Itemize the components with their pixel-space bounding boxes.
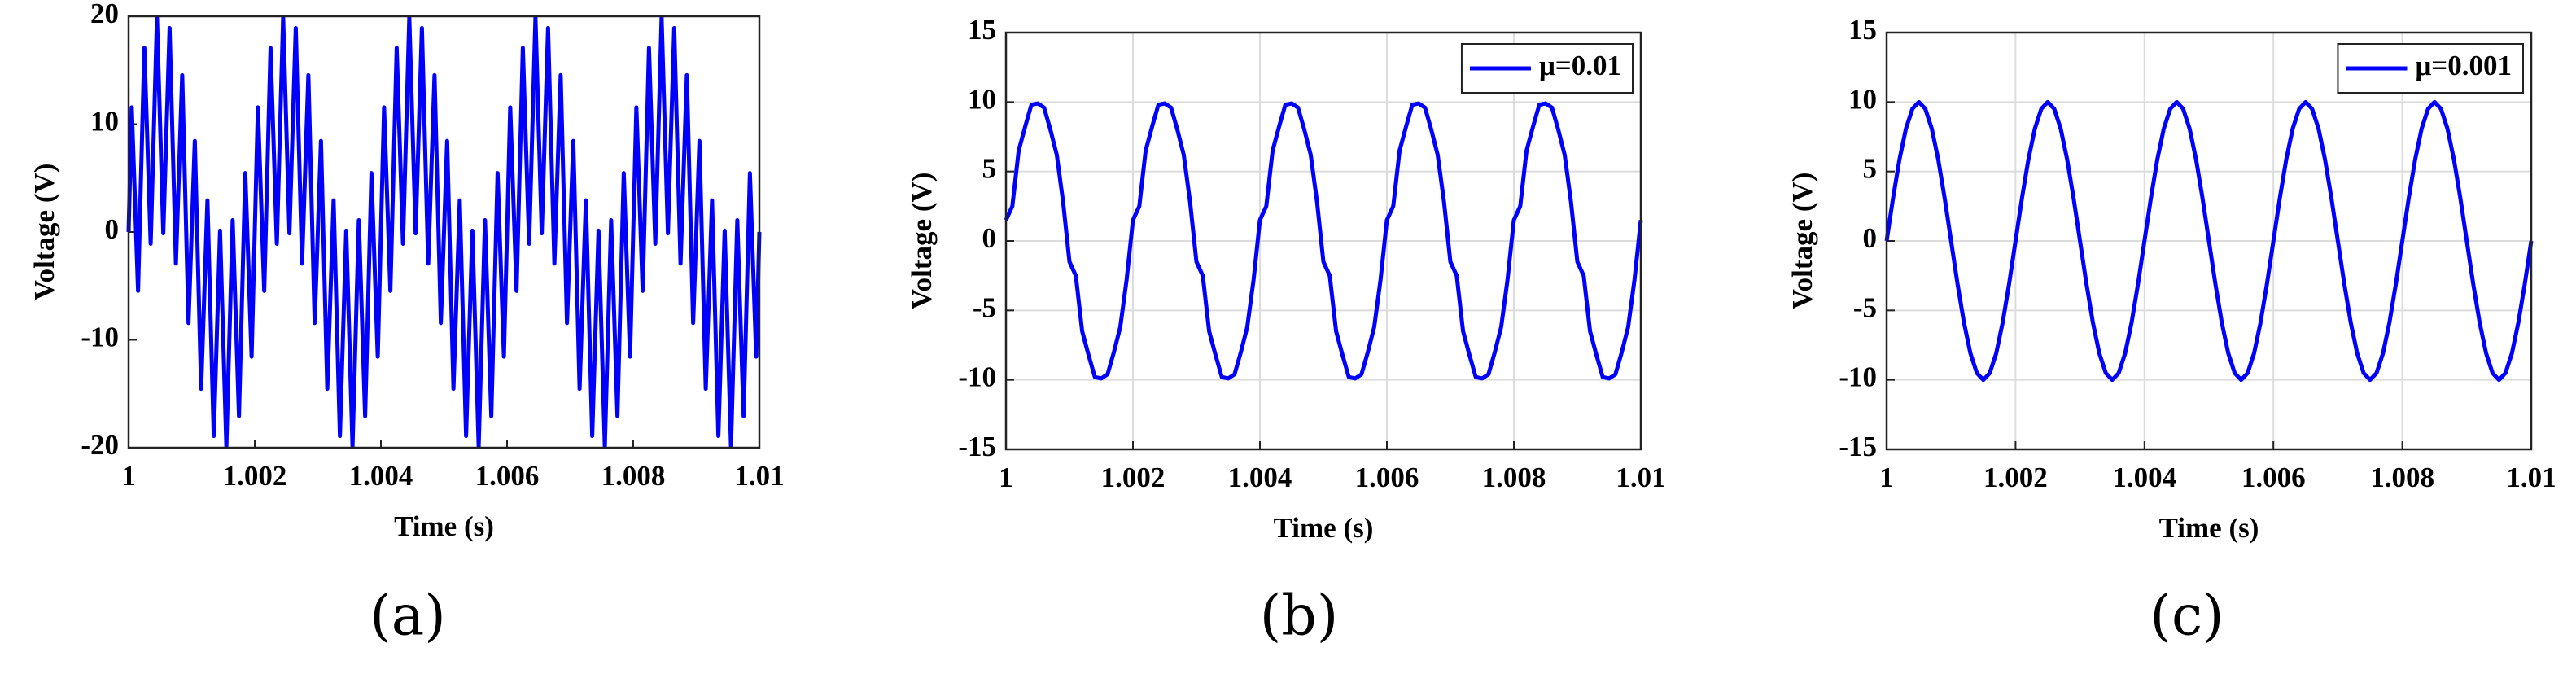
y-tick-label: -5 [973,291,996,323]
y-tick-label: 0 [105,213,120,245]
x-tick-label: 1.006 [475,460,540,492]
y-tick-label: 15 [968,14,996,46]
x-tick-label: 1.004 [2112,462,2176,493]
x-tick-label: 1.01 [2506,462,2556,493]
subplot: -15 -10 -5 0 5 10 15 1 1.002 1.004 1.006 1.008 1.01 V… [1787,14,2556,648]
y-axis-label: Voltage (V) [1787,173,1818,310]
x-tick-label: 1 [1879,462,1894,493]
axes-frame [1004,31,1642,451]
y-axis-label: Voltage (V) [906,173,938,310]
x-tick-label: 1.006 [1355,462,1419,493]
line [1004,101,1643,381]
y-tick-label: 10 [968,83,996,115]
y-tick-label: 15 [1848,14,1877,46]
line [1884,99,2534,383]
x-tick-label: 1.01 [1616,462,1665,493]
y-tick-label: 10 [1848,83,1877,115]
y-tick-label: -15 [958,431,996,462]
y-tick-label: 0 [982,222,997,254]
y-axis-label: Voltage (V) [28,164,60,301]
legend-label: μ=0.001 [2415,50,2512,81]
axes-frame [127,15,761,449]
x-axis-label: Time (s) [1274,512,1374,544]
y-tick-label: 5 [1863,153,1878,185]
y-tick-label: 10 [90,106,119,138]
y-tick-label: 0 [1863,222,1878,254]
subplot: -15 -10 -5 0 5 10 15 1 1.002 1.004 1.006 1.008 1.01 V… [906,14,1666,648]
y-tick-label: 5 [982,153,997,185]
x-tick-label: 1.002 [1101,462,1166,493]
y-tick-label: -5 [1853,291,1877,323]
y-tick-label: -20 [81,429,119,461]
x-tick-label: 1.008 [1482,462,1546,493]
x-tick-label: 1.004 [1228,462,1292,493]
x-tick-label: 1.01 [734,460,784,492]
line [126,15,762,449]
y-tick-label: -10 [958,361,996,393]
x-tick-label: 1.002 [223,460,287,492]
x-axis-label: Time (s) [2159,512,2259,544]
subplot: -20 -10 0 10 20 1 1.002 1.004 1.006 1.008 1.01 Volt… [28,0,785,649]
x-tick-label: 1.008 [601,460,666,492]
axes-frame [1885,31,2533,451]
y-tick-label: -10 [81,322,119,353]
legend: μ=0.01 [1460,43,1634,94]
panel-label: (a) [370,584,446,649]
legend: μ=0.001 [2337,43,2524,94]
y-tick-label: 20 [90,0,119,29]
legend-label: μ=0.01 [1539,50,1621,81]
panel-label: (c) [2150,584,2224,649]
panel-label: (b) [1260,584,1339,649]
y-tick-label: -15 [1839,431,1877,462]
x-tick-label: 1.006 [2241,462,2306,493]
x-tick-label: 1 [121,460,136,492]
x-tick-label: 1.002 [1983,462,2048,493]
x-tick-label: 1 [999,462,1013,493]
y-tick-label: -10 [1839,361,1877,393]
x-axis-label: Time (s) [394,510,494,542]
x-tick-label: 1.004 [349,460,413,492]
x-tick-label: 1.008 [2370,462,2434,493]
